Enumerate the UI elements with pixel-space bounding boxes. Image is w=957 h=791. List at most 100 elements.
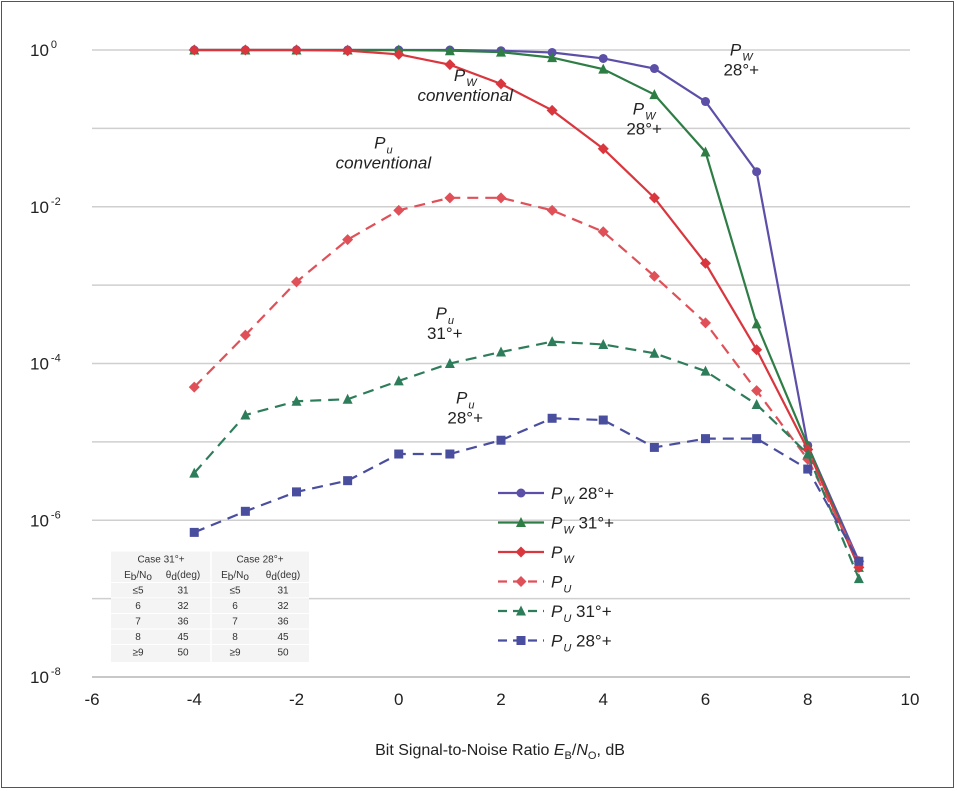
data-point [516,636,526,645]
case-table-cell: 31 [277,586,289,597]
legend: PW 28°+ PW 31°+ PW PU PU 31°+ PU 28°+ [498,484,614,655]
y-tick-label: 10 -8 [30,666,61,687]
case-table-col-header: θd(deg) [166,570,200,583]
data-point [700,365,711,376]
data-point [292,487,301,497]
x-tick-label: 10 [901,690,920,709]
data-point [598,63,609,74]
data-point [701,434,710,444]
case-table: Case 31°+ Case 28°+ Eb/No θd(deg) Eb/No θd(de… [111,551,309,662]
case-table-group-header: Case 31°+ [137,555,184,566]
data-point [239,329,251,341]
series-line [193,196,860,562]
data-point [445,449,455,459]
annotation-label: Pu [456,388,474,411]
data-point [515,546,527,558]
data-point [496,46,506,57]
annotation-label: PW [633,100,657,123]
data-point [598,53,608,63]
x-tick-label: 4 [599,690,608,709]
annotation-text: 28°+ [626,120,662,139]
data-point [444,192,456,204]
x-tick-label: 2 [496,690,505,709]
data-point [752,167,762,177]
annotation-text: 31°+ [427,324,463,343]
y-tick-label: 10 -6 [30,509,61,530]
case-table-cell: 7 [135,617,141,628]
data-point [700,257,711,269]
legend-item: PU 28°+ [498,632,612,655]
data-point [515,576,527,587]
x-tick-label: 0 [394,690,403,709]
annotation-label: PW [730,41,754,64]
x-tick-label: 6 [701,690,710,709]
data-point [751,398,762,409]
data-point [444,358,455,368]
data-point [342,45,354,57]
case-table-cell: 32 [277,601,289,612]
legend-label: PU [551,573,571,596]
series-line [194,48,860,562]
data-point [597,226,609,238]
case-table-cell: 32 [177,601,189,612]
series-pu-31- [189,336,864,584]
case-table-cell: 8 [135,632,141,643]
annotation-text: 28°+ [723,61,759,80]
data-point [547,336,558,347]
data-point [393,48,405,60]
case-table-cell: ≤5 [132,586,143,597]
data-point [496,435,506,445]
y-tick-label: 10 -2 [30,196,61,217]
data-point [393,204,405,216]
x-tick-label: -6 [84,690,99,709]
data-point [802,448,813,459]
data-point [546,104,558,116]
series-line [193,340,860,580]
case-table-cell: 50 [277,648,289,659]
series-line [194,48,860,568]
legend-label: PU 28°+ [551,632,612,655]
annotation-layer: PW28°+PW28°+PWconventionalPuconventional… [336,41,759,428]
case-table-cell: 50 [177,648,189,659]
data-point [546,204,558,216]
y-tick-label: 10 -4 [30,353,61,374]
data-point [516,605,526,616]
data-point [547,52,558,63]
data-point [649,347,660,358]
case-table-col-header: Eb/No [221,570,249,583]
data-point [189,467,200,478]
case-table-bg [111,551,309,662]
legend-item: PW [498,543,575,566]
legend-label: PW 31°+ [551,514,614,537]
x-tick-label: 8 [803,690,812,709]
annotation-text: 28°+ [447,408,483,427]
case-table-cell: 6 [135,601,141,612]
data-point [394,449,404,459]
data-point [598,338,609,349]
data-point [598,415,608,425]
data-point [496,346,506,357]
data-point [649,89,660,100]
case-table-cell: 45 [277,632,289,643]
data-point [516,517,526,527]
data-point [291,395,302,406]
case-table-col-header: Eb/No [124,570,152,583]
legend-item: PU 31°+ [498,602,612,625]
data-point [444,45,455,56]
series-pu [188,192,865,567]
case-table-cell: 6 [232,601,238,612]
annotation-label: PW [454,66,478,89]
data-point [444,59,456,71]
case-table-col-header: θd(deg) [266,570,300,583]
case-table-group-header: Case 28°+ [236,555,283,566]
legend-label: PW 28°+ [551,484,614,507]
data-point [495,192,507,204]
data-point [240,506,250,516]
data-point [495,78,507,90]
annotation-label: Pu [436,304,454,327]
series-line [193,417,860,562]
data-point [700,317,711,329]
